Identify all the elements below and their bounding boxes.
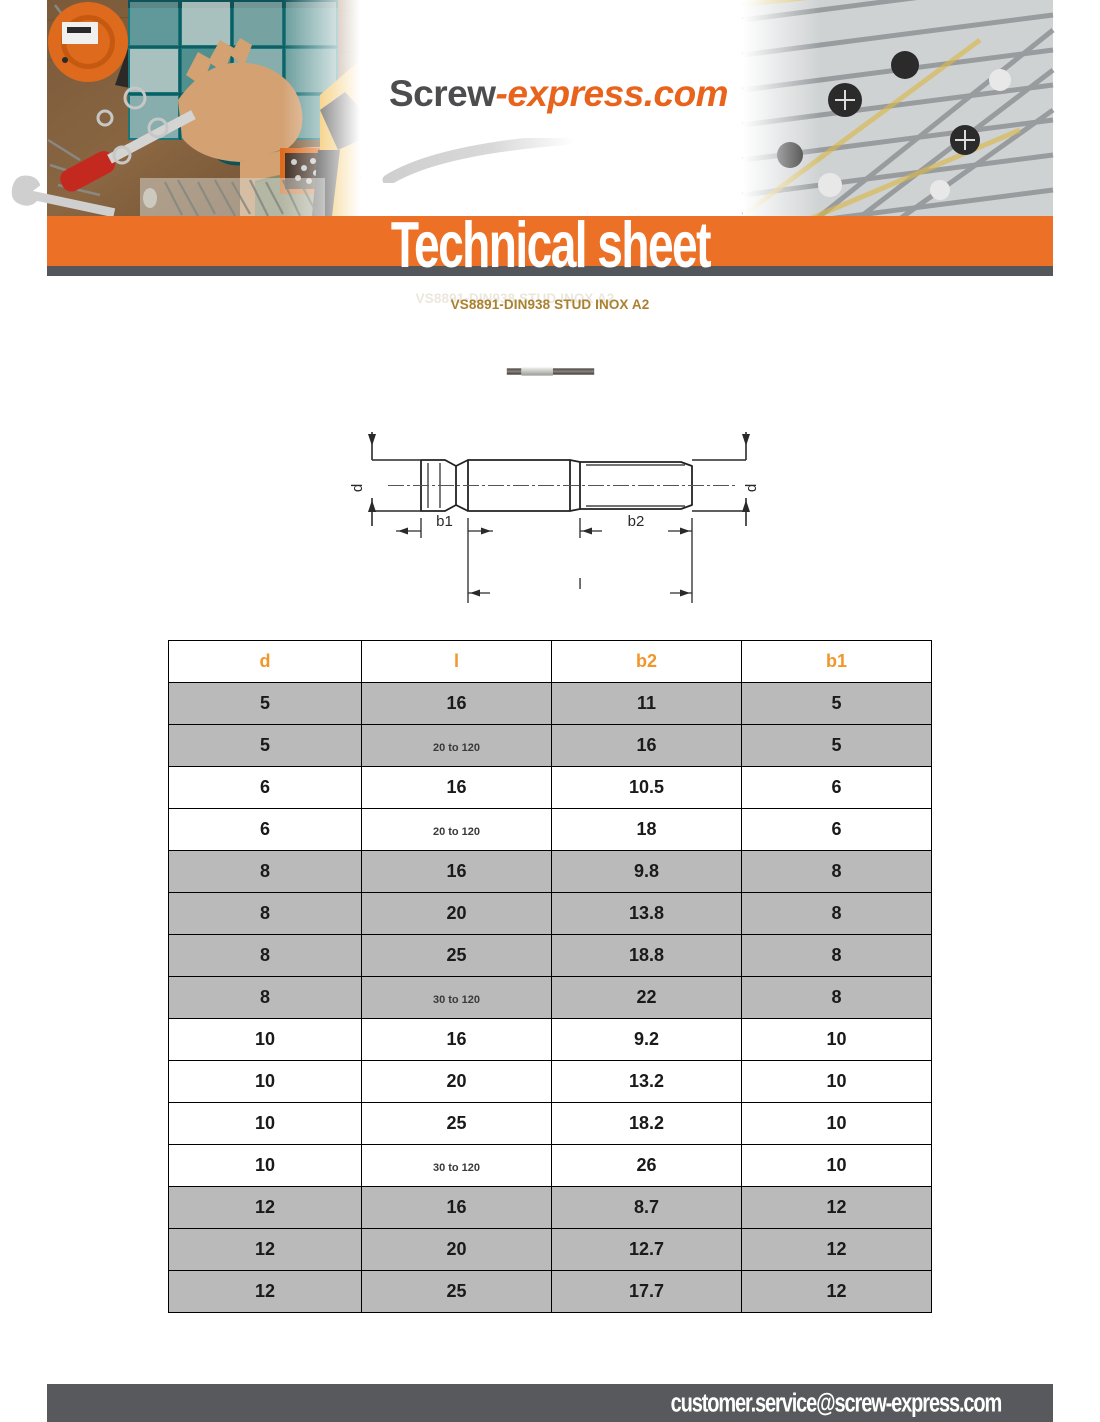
svg-text:l: l bbox=[578, 576, 581, 593]
svg-text:b2: b2 bbox=[628, 513, 645, 530]
svg-text:d: d bbox=[743, 484, 760, 492]
svg-text:b1: b1 bbox=[436, 513, 453, 530]
svg-text:d: d bbox=[349, 484, 366, 492]
